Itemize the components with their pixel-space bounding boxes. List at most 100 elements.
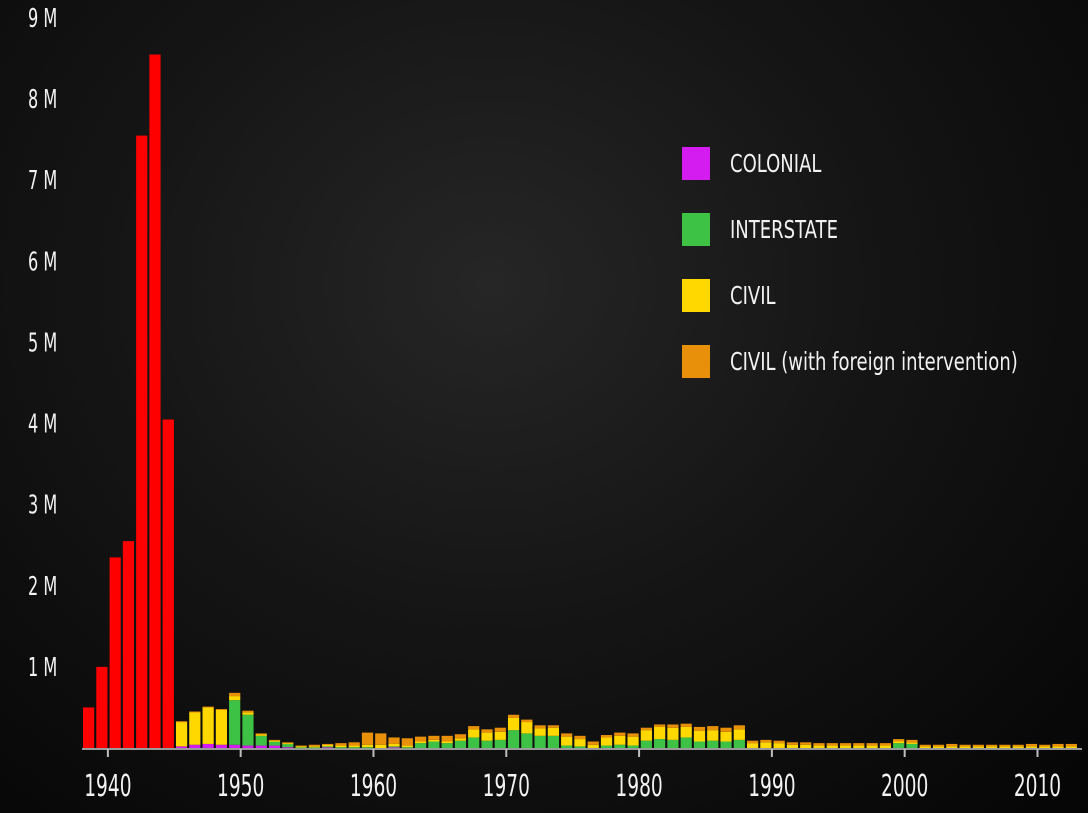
bar-segment-civil-1989 bbox=[747, 743, 759, 748]
bar-segment-civil-1979 bbox=[614, 735, 626, 745]
bar-segment-civil-with-foreign-intervention--1968 bbox=[468, 726, 480, 730]
bar-segment-interstate-1983 bbox=[667, 739, 679, 748]
bar-segment-civil-with-foreign-intervention--1979 bbox=[614, 732, 626, 736]
bar-segment-civil-with-foreign-intervention--1999 bbox=[879, 743, 891, 746]
bar-segment-civil-1994 bbox=[813, 745, 825, 748]
bar-segment-interstate-1952 bbox=[255, 735, 267, 746]
bar-segment-interstate-1950 bbox=[229, 700, 241, 745]
bar-segment-colonial-1952 bbox=[255, 745, 267, 748]
bar-segment-civil-with-foreign-intervention--1976 bbox=[574, 735, 586, 740]
bar-segment-civil-1975 bbox=[561, 736, 573, 746]
bar-wwii-1940 bbox=[96, 666, 108, 748]
bar-segment-civil-with-foreign-intervention--2011 bbox=[1039, 744, 1051, 747]
bar-segment-interstate-1967 bbox=[454, 740, 467, 748]
bar-segment-civil-1963 bbox=[401, 745, 413, 748]
legend-item-colonial: COLONIAL bbox=[682, 130, 1088, 196]
bar-segment-civil-with-foreign-intervention--1961 bbox=[375, 733, 387, 745]
bar-segment-civil-1980 bbox=[627, 736, 639, 746]
x-tick-label: 2000 bbox=[881, 768, 928, 803]
bar-segment-civil-1991 bbox=[773, 743, 785, 748]
bar-segment-civil-1986 bbox=[707, 730, 719, 741]
bar-segment-civil-1978 bbox=[600, 737, 613, 746]
legend-item-civil-foreign: CIVIL (with foreign intervention) bbox=[682, 328, 1088, 394]
bar-segment-civil-1950 bbox=[229, 696, 241, 701]
y-tick-label: 1 M bbox=[28, 653, 57, 683]
bar-segment-civil-1968 bbox=[468, 729, 480, 738]
legend-swatch-civil-foreign bbox=[682, 344, 710, 378]
bar-segment-civil-with-foreign-intervention--1995 bbox=[826, 743, 838, 746]
bar-segment-interstate-1975 bbox=[561, 745, 573, 748]
bar-segment-civil-1955 bbox=[295, 746, 307, 748]
bar-segment-interstate-1973 bbox=[534, 735, 546, 748]
bar-segment-civil-1970 bbox=[494, 731, 506, 740]
legend-swatch-interstate bbox=[682, 212, 710, 246]
bar-segment-civil-with-foreign-intervention--1957 bbox=[322, 743, 334, 745]
bar-segment-civil-with-foreign-intervention--1966 bbox=[441, 735, 453, 742]
legend: COLONIAL INTERSTATE CIVIL CIVIL (with fo… bbox=[682, 130, 1088, 394]
bar-segment-civil-1971 bbox=[507, 717, 520, 731]
bar-segment-civil-1984 bbox=[680, 726, 692, 738]
bar-segment-colonial-1948 bbox=[202, 743, 214, 748]
bar-segment-interstate-1963 bbox=[401, 747, 413, 749]
y-tick-label: 4 M bbox=[28, 410, 57, 440]
bar-segment-civil-1947 bbox=[189, 712, 201, 745]
bar-segment-civil-with-foreign-intervention--1969 bbox=[481, 729, 493, 733]
bar-segment-civil-1990 bbox=[760, 742, 772, 748]
bar-segment-interstate-1960 bbox=[361, 747, 374, 749]
bar-segment-civil-1987 bbox=[720, 731, 732, 742]
bar-segment-interstate-1964 bbox=[415, 743, 427, 748]
bar-segment-civil-with-foreign-intervention--1989 bbox=[747, 740, 759, 744]
bar-segment-colonial-1951 bbox=[242, 745, 254, 748]
legend-label-civil-foreign: CIVIL (with foreign intervention) bbox=[730, 346, 1018, 376]
bar-wwii-1942 bbox=[122, 541, 135, 748]
legend-swatch-colonial bbox=[682, 146, 710, 180]
bar-segment-civil-with-foreign-intervention--1983 bbox=[667, 724, 679, 728]
x-tick-label: 1970 bbox=[483, 768, 530, 803]
bar-segment-civil-with-foreign-intervention--1982 bbox=[654, 724, 666, 727]
bar-segment-civil-1962 bbox=[388, 743, 400, 747]
bar-segment-interstate-1951 bbox=[242, 714, 254, 746]
bar-segment-civil-with-foreign-intervention--1971 bbox=[507, 714, 520, 718]
bar-segment-civil-with-foreign-intervention--1992 bbox=[786, 742, 799, 745]
bar-segment-civil-with-foreign-intervention--1967 bbox=[454, 734, 467, 739]
bar-segment-civil-2007 bbox=[986, 746, 998, 748]
bar-segment-civil-2002 bbox=[919, 746, 931, 748]
bar-segment-civil-1974 bbox=[547, 727, 559, 736]
bar-segment-colonial-1949 bbox=[215, 744, 227, 748]
bar-segment-civil-with-foreign-intervention--2013 bbox=[1065, 743, 1077, 747]
y-tick-label: 7 M bbox=[28, 166, 57, 196]
bar-segment-colonial-1957 bbox=[322, 747, 334, 749]
bar-segment-civil-1988 bbox=[733, 729, 745, 740]
x-tick-label: 1950 bbox=[217, 768, 264, 803]
bar-segment-civil-1964 bbox=[415, 741, 427, 744]
y-tick-label: 9 M bbox=[28, 4, 57, 34]
x-tick-label: 1980 bbox=[615, 768, 662, 803]
bar-segment-interstate-1974 bbox=[547, 735, 559, 748]
bar-segment-civil-with-foreign-intervention--2009 bbox=[1012, 744, 1024, 747]
bar-segment-civil-with-foreign-intervention--2010 bbox=[1025, 743, 1038, 747]
bar-segment-civil-with-foreign-intervention--1962 bbox=[388, 737, 400, 744]
y-tick-label: 3 M bbox=[28, 491, 57, 521]
bar-segment-civil-with-foreign-intervention--2001 bbox=[906, 739, 918, 743]
bar-segment-civil-with-foreign-intervention--1959 bbox=[348, 742, 360, 746]
bar-segment-civil-1958 bbox=[335, 745, 347, 748]
bar-segment-civil-with-foreign-intervention--1996 bbox=[839, 743, 852, 746]
bar-segment-civil-with-foreign-intervention--1964 bbox=[415, 736, 427, 742]
bar-segment-interstate-1966 bbox=[441, 743, 453, 748]
bar-segment-civil-2006 bbox=[972, 746, 984, 748]
bar-segment-civil-with-foreign-intervention--1972 bbox=[521, 719, 533, 723]
bar-segment-interstate-1988 bbox=[733, 739, 745, 748]
bar-segment-civil-with-foreign-intervention--2012 bbox=[1052, 743, 1064, 747]
bar-segment-civil-with-foreign-intervention--1975 bbox=[561, 733, 573, 737]
bar-segment-civil-with-foreign-intervention--2005 bbox=[959, 744, 971, 747]
bar-segment-civil-with-foreign-intervention--2006 bbox=[972, 744, 984, 747]
bar-segment-civil-2008 bbox=[999, 746, 1011, 748]
bar-segment-civil-1983 bbox=[667, 727, 679, 740]
bar-segment-colonial-1950 bbox=[229, 744, 241, 748]
y-tick-label: 2 M bbox=[28, 572, 57, 602]
bar-segment-interstate-1968 bbox=[468, 737, 480, 748]
bar-segment-interstate-1980 bbox=[627, 745, 639, 748]
bar-segment-civil-2001 bbox=[906, 742, 918, 744]
